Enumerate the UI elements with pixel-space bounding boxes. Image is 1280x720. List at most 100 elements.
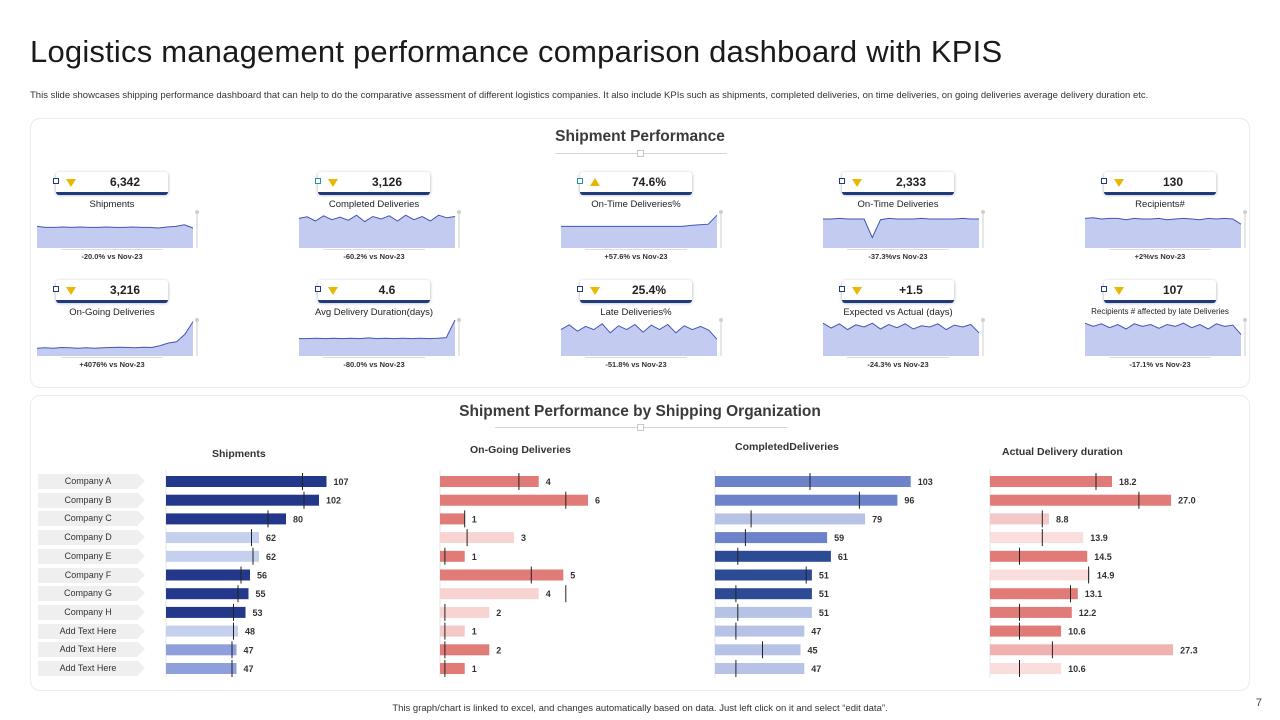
kpi-sparkline	[36, 210, 199, 248]
title-divider-handle	[637, 150, 644, 157]
sparkline-axis-marker	[1243, 210, 1247, 214]
bar-value-label: 47	[811, 627, 821, 637]
bar[interactable]	[166, 625, 238, 637]
kpi-sparkline	[822, 318, 985, 356]
sparkline-axis-marker	[195, 318, 199, 322]
bar[interactable]	[715, 513, 866, 525]
bar[interactable]	[715, 532, 828, 544]
kpi-card[interactable]: 3,216 On-Going Deliveries +4076% vs Nov-23	[31, 280, 199, 380]
bar[interactable]	[440, 644, 490, 656]
bar-value-label: 1	[472, 627, 477, 637]
bar[interactable]	[440, 476, 539, 487]
kpi-value: 4.6	[378, 283, 396, 297]
kpi-card[interactable]: 74.6% On-Time Deliveries% +57.6% vs Nov-23	[555, 172, 723, 272]
bar[interactable]	[715, 494, 898, 506]
bar[interactable]	[440, 569, 564, 581]
kpi-underline	[318, 300, 430, 303]
kpi-comparison: -37.3%vs Nov-23	[868, 252, 928, 261]
bar[interactable]	[715, 476, 911, 487]
kpi-card[interactable]: 4.6 Avg Delivery Duration(days) -80.0% vs …	[293, 280, 461, 380]
bar[interactable]	[166, 513, 286, 525]
bar[interactable]	[990, 569, 1090, 581]
bar[interactable]	[166, 663, 237, 674]
kpi-card[interactable]: 2,333 On-Time Deliveries -37.3%vs Nov-23	[817, 172, 985, 272]
kpi-label: Late Deliveries%	[600, 307, 672, 318]
bar[interactable]	[166, 476, 327, 487]
bar[interactable]	[440, 494, 588, 506]
kpi-value-box: 25.4%	[577, 280, 692, 303]
kpi-card[interactable]: 107 Recipients # affected by late Deliver…	[1079, 280, 1247, 380]
bar[interactable]	[440, 513, 465, 525]
bar[interactable]	[440, 532, 514, 544]
bar-value-label: 3	[521, 533, 526, 543]
kpi-handle	[53, 286, 59, 292]
bar[interactable]	[715, 550, 831, 562]
trend-down-icon	[66, 287, 76, 295]
bar[interactable]	[990, 644, 1174, 656]
bar[interactable]	[166, 494, 319, 506]
bar[interactable]	[990, 588, 1078, 600]
kpi-underline	[842, 192, 954, 195]
kpi-card[interactable]: 130 Recipients# +2%vs Nov-23	[1079, 172, 1247, 272]
bar[interactable]	[715, 606, 812, 618]
bar[interactable]	[440, 550, 465, 562]
bar-value-label: 10.6	[1068, 664, 1086, 674]
kpi-sparkline	[823, 210, 985, 248]
bar-value-label: 47	[244, 664, 254, 674]
bar[interactable]	[715, 569, 812, 581]
kpi-divider	[585, 357, 687, 358]
trend-down-icon	[1114, 287, 1124, 295]
sparkline-area	[561, 215, 717, 248]
bar[interactable]	[715, 663, 805, 674]
kpi-sparkline	[1084, 210, 1247, 248]
sparkline-area	[37, 224, 193, 248]
page-number: 7	[1255, 697, 1262, 709]
bar[interactable]	[990, 606, 1072, 618]
bar-value-label: 1	[472, 552, 477, 562]
bar[interactable]	[440, 625, 465, 637]
sparkline-axis-marker	[1243, 318, 1247, 322]
kpi-sparkline	[1084, 318, 1247, 356]
bar[interactable]	[166, 569, 250, 581]
bar[interactable]	[990, 532, 1084, 544]
bar[interactable]	[440, 663, 465, 674]
bar[interactable]	[715, 588, 812, 600]
bar[interactable]	[990, 513, 1049, 525]
bar[interactable]	[166, 550, 259, 562]
bar[interactable]	[440, 606, 490, 618]
kpi-card[interactable]: 25.4% Late Deliveries% -51.8% vs Nov-23	[555, 280, 723, 380]
bar[interactable]	[166, 532, 259, 544]
bar[interactable]	[715, 644, 801, 656]
trend-down-icon	[328, 287, 338, 295]
bar[interactable]	[990, 494, 1172, 506]
kpi-comparison: -17.1% vs Nov-23	[1129, 360, 1191, 369]
bar[interactable]	[990, 663, 1062, 674]
kpi-card[interactable]: 3,126 Completed Deliveries -60.2% vs Nov-2…	[293, 172, 461, 272]
kpi-value: +1.5	[899, 283, 923, 297]
kpi-handle	[577, 286, 583, 292]
kpi-card[interactable]: 6,342 Shipments -20.0% vs Nov-23	[31, 172, 199, 272]
bar[interactable]	[166, 588, 249, 600]
kpi-label: Completed Deliveries	[328, 199, 420, 210]
kpi-label: On-Time Deliveries	[857, 199, 939, 210]
bar[interactable]	[440, 588, 539, 600]
kpi-handle	[1101, 286, 1107, 292]
bar[interactable]	[990, 550, 1088, 562]
kpi-sparkline	[36, 318, 199, 356]
trend-down-icon	[852, 179, 862, 187]
sparkline-axis-marker	[719, 210, 723, 214]
bar[interactable]	[990, 625, 1062, 637]
bar[interactable]	[166, 606, 246, 618]
bar[interactable]	[715, 625, 805, 637]
kpi-card[interactable]: +1.5 Expected vs Actual (days) -24.3% vs N…	[817, 280, 985, 380]
kpi-underline	[56, 300, 168, 303]
bar[interactable]	[990, 476, 1112, 487]
kpi-value: 74.6%	[631, 175, 667, 189]
company-label: Company B	[38, 492, 145, 508]
bar[interactable]	[166, 644, 237, 656]
sparkline-line	[36, 321, 194, 349]
kpi-value: 6,342	[109, 175, 141, 189]
kpi-value: 107	[1162, 283, 1184, 297]
bar-value-label: 103	[918, 477, 933, 487]
